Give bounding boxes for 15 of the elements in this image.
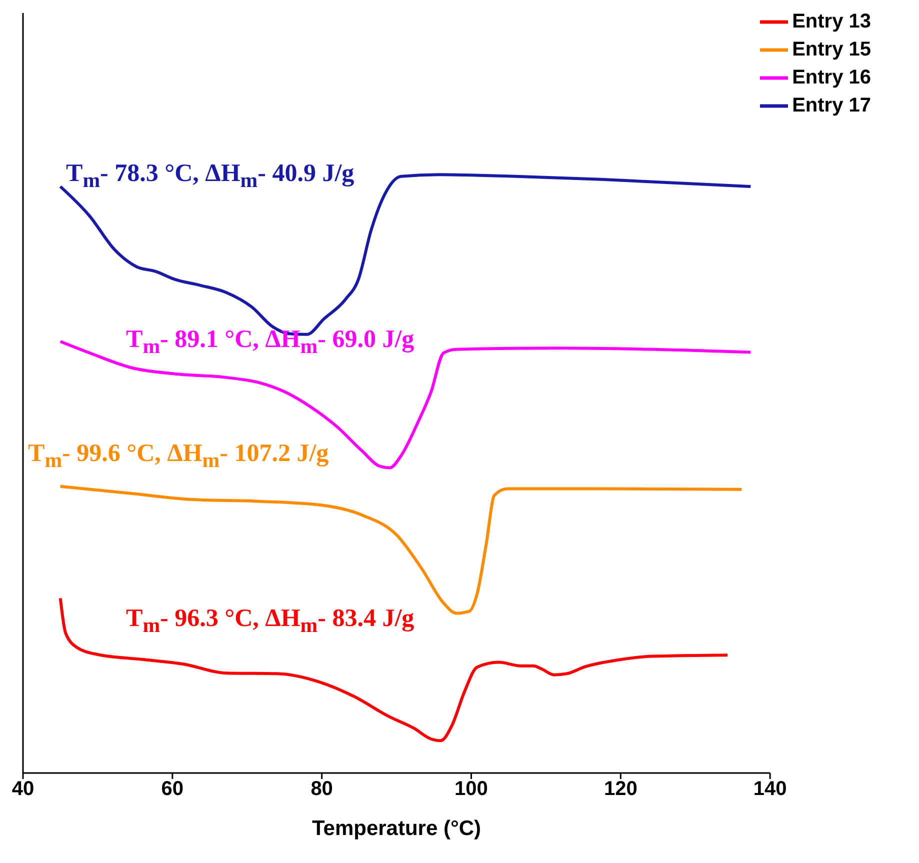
- x-tick-label: 40: [12, 778, 34, 800]
- x-tick-label: 60: [161, 778, 184, 800]
- legend-label: Entry 16: [792, 66, 871, 88]
- legend-label: Entry 13: [792, 10, 871, 32]
- x-tick-label: 120: [604, 778, 638, 800]
- x-tick-label: 140: [753, 778, 787, 800]
- legend-label: Entry 15: [792, 38, 871, 60]
- legend-label: Entry 17: [792, 94, 871, 116]
- x-tick-label: 80: [310, 778, 333, 800]
- annotation: T$_{m}$- 78.3 °C, ΔH$_{m}$- 40.9 J/g: [66, 160, 354, 193]
- x-tick-label: 100: [454, 778, 488, 800]
- annotation: T$_{m}$- 96.3 °C, ΔH$_{m}$- 83.4 J/g: [126, 605, 414, 638]
- annotation: T$_{m}$- 99.6 °C, ΔH$_{m}$- 107.2 J/g: [28, 440, 329, 473]
- x-axis-title: Temperature (°C): [312, 817, 482, 840]
- annotation: T$_{m}$- 89.1 °C, ΔH$_{m}$- 69.0 J/g: [126, 326, 414, 359]
